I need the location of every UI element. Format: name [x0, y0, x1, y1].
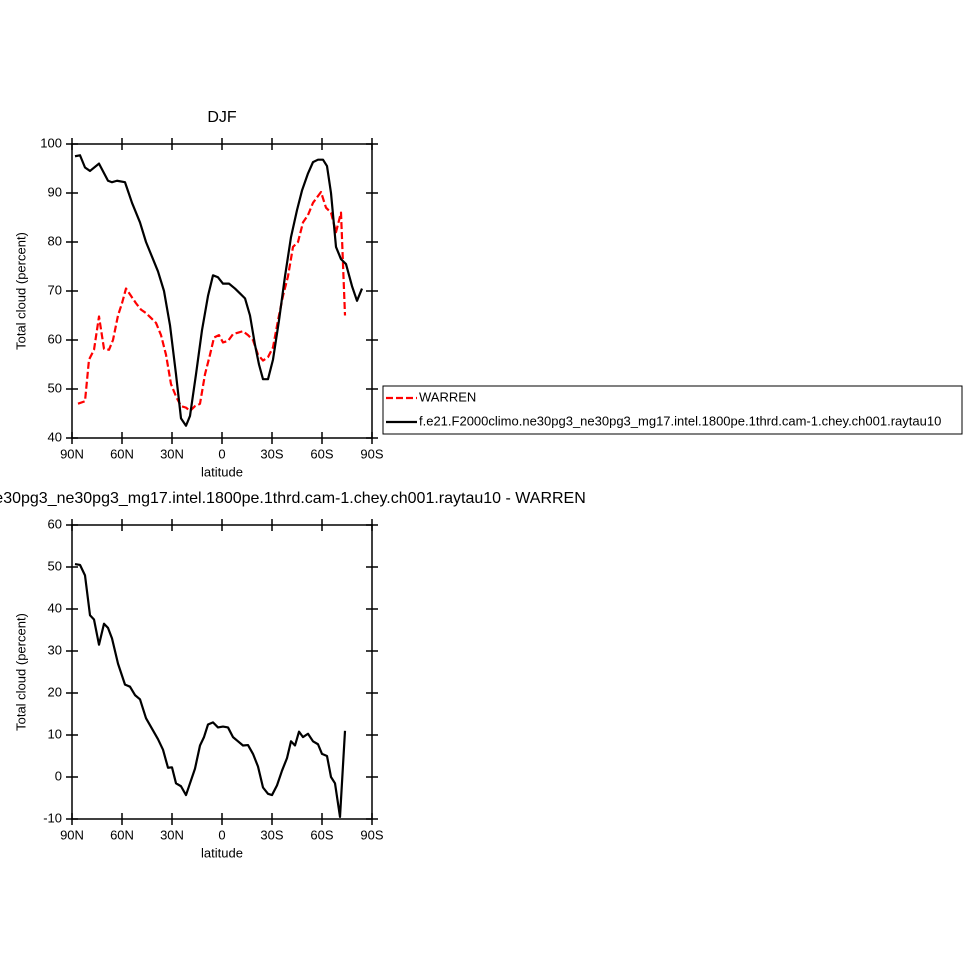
y-tick-label: 80	[48, 233, 62, 248]
x-tick-label: 90S	[360, 446, 383, 461]
y-tick-label: 40	[48, 429, 62, 444]
x-tick-label: 30N	[160, 827, 184, 842]
y-tick-label: 20	[48, 684, 62, 699]
y-axis-label: Total cloud (percent)	[13, 613, 28, 731]
x-tick-label: 0	[218, 446, 225, 461]
x-tick-label: 0	[218, 827, 225, 842]
y-tick-label: 50	[48, 380, 62, 395]
legend-box	[382, 385, 963, 435]
x-tick-label: 60S	[310, 446, 333, 461]
data-line	[74, 154, 364, 427]
y-tick-label: 0	[55, 768, 62, 783]
chart-title: DJF	[207, 109, 237, 126]
y-tick-label: 60	[48, 331, 62, 346]
x-tick-label: 30S	[260, 446, 283, 461]
x-axis-label: latitude	[201, 464, 243, 479]
y-tick-label: 50	[48, 558, 62, 573]
data-line	[77, 190, 347, 413]
plot-frame	[71, 524, 373, 820]
x-tick-label: 90S	[360, 827, 383, 842]
legend-label: f.e21.F2000climo.ne30pg3_ne30pg3_mg17.in…	[419, 413, 941, 428]
y-tick-label: 70	[48, 282, 62, 297]
y-tick-label: 60	[48, 516, 62, 531]
y-axis-label: Total cloud (percent)	[13, 232, 28, 350]
legend-label: WARREN	[419, 389, 476, 404]
x-axis-label: latitude	[201, 845, 243, 860]
chart-title: f.e21.F2000climo.ne30pg3_ne30pg3_mg17.in…	[0, 490, 586, 507]
y-tick-label: 30	[48, 642, 62, 657]
x-tick-label: 60N	[110, 827, 134, 842]
x-tick-label: 90N	[60, 827, 84, 842]
x-tick-label: 60S	[310, 827, 333, 842]
y-tick-label: -10	[43, 810, 62, 825]
data-line	[74, 562, 347, 818]
y-tick-label: 10	[48, 726, 62, 741]
plot-frame	[71, 143, 373, 439]
x-tick-label: 30S	[260, 827, 283, 842]
y-tick-label: 40	[48, 600, 62, 615]
y-tick-label: 90	[48, 184, 62, 199]
y-tick-label: 100	[40, 135, 62, 150]
x-tick-label: 90N	[60, 446, 84, 461]
x-tick-label: 60N	[110, 446, 134, 461]
x-tick-label: 30N	[160, 446, 184, 461]
